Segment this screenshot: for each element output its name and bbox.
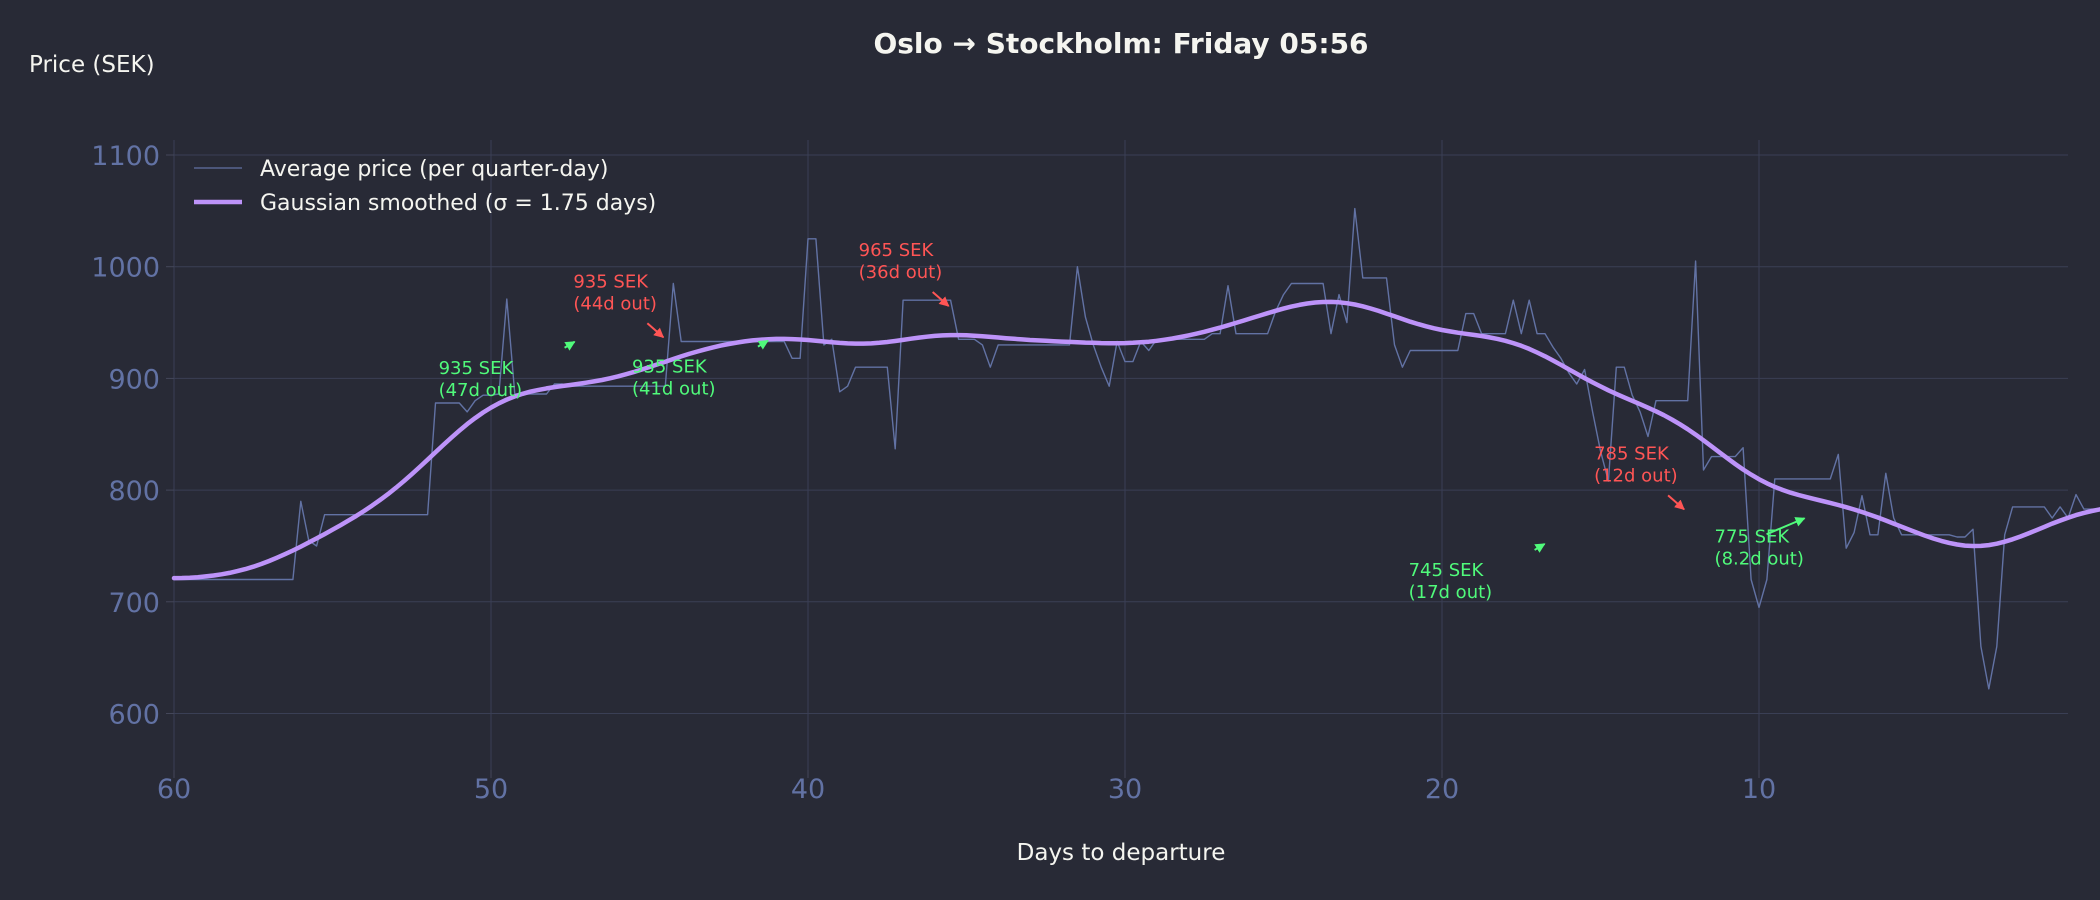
annotation-arrow-icon (1534, 543, 1546, 553)
annotation-price: 935 SEK (439, 358, 515, 379)
x-tick-label: 60 (157, 774, 191, 805)
annotation-days: (12d out) (1594, 465, 1678, 486)
legend: Average price (per quarter-day) Gaussian… (194, 157, 656, 216)
series-lines (171, 207, 2100, 690)
annotation-days: (8.2d out) (1715, 548, 1804, 569)
x-tick-label: 30 (1108, 774, 1142, 805)
smoothed-price-line (171, 299, 2100, 581)
x-tick-label: 40 (791, 774, 825, 805)
peak-annotation: 965 SEK(36d out) (859, 240, 950, 307)
trough-annotation: 745 SEK(17d out) (1409, 543, 1546, 603)
y-axis-label: Price (SEK) (29, 52, 155, 78)
annotation-price: 935 SEK (632, 357, 708, 378)
legend-smoothed-label: Gaussian smoothed (σ = 1.75 days) (260, 191, 656, 216)
raw-price-line (174, 207, 2100, 690)
annotations: 935 SEK(44d out)965 SEK(36d out)785 SEK(… (439, 240, 1806, 603)
peak-annotation: 785 SEK(12d out) (1594, 443, 1685, 511)
y-tick-label: 1000 (91, 253, 160, 284)
x-tick-label: 50 (474, 774, 508, 805)
grid-lines (173, 140, 2068, 770)
y-tick-label: 1100 (91, 141, 160, 172)
annotation-days: (44d out) (573, 293, 657, 314)
axis-ticks: 60 50 40 30 20 10 600 700 800 900 1000 1100 (91, 141, 1776, 805)
annotation-days: (36d out) (859, 262, 943, 283)
annotation-days: (47d out) (439, 380, 523, 401)
annotation-arrow-icon (646, 322, 665, 339)
legend-raw-label: Average price (per quarter-day) (260, 157, 608, 182)
annotation-arrow-icon (757, 339, 769, 350)
annotation-arrow-icon (564, 340, 576, 351)
y-tick-label: 700 (108, 588, 160, 619)
x-tick-label: 20 (1425, 774, 1459, 805)
annotation-arrow-icon (1667, 494, 1685, 511)
annotation-days: (41d out) (632, 379, 716, 400)
trough-annotation: 935 SEK(41d out) (632, 339, 769, 400)
x-tick-label: 10 (1742, 774, 1776, 805)
x-axis-label: Days to departure (1017, 840, 1226, 866)
y-tick-label: 600 (108, 700, 160, 731)
annotation-price: 745 SEK (1409, 560, 1485, 581)
y-tick-label: 800 (108, 476, 160, 507)
y-tick-label: 900 (108, 364, 160, 395)
annotation-price: 785 SEK (1594, 443, 1670, 464)
chart-title: Oslo → Stockholm: Friday 05:56 (873, 27, 1368, 60)
trough-annotation: 935 SEK(47d out) (439, 340, 576, 401)
trough-annotation: 775 SEK(8.2d out) (1715, 517, 1806, 569)
annotation-arrow-icon (931, 291, 950, 307)
annotation-price: 935 SEK (573, 271, 649, 292)
annotation-price: 965 SEK (859, 240, 935, 261)
peak-annotation: 935 SEK(44d out) (573, 271, 665, 339)
annotation-arrow-icon (1766, 517, 1806, 536)
annotation-days: (17d out) (1409, 582, 1493, 603)
